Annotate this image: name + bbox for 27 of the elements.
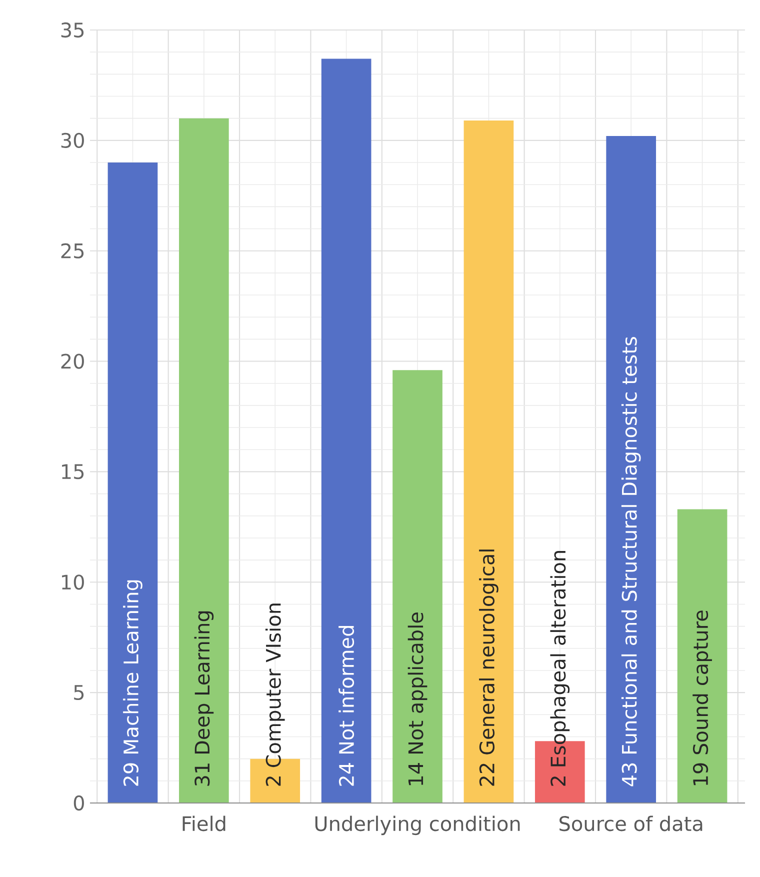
bar — [677, 509, 728, 803]
bar — [108, 162, 158, 803]
y-tick-label: 25 — [61, 243, 84, 258]
y-tick-label: 10 — [62, 574, 84, 590]
x-tick-label: 31 Deep Learning — [194, 611, 214, 786]
y-tick-label: 15 — [62, 464, 84, 480]
annotation: Underlying condition — [315, 816, 520, 836]
y-tick-label: 35 — [61, 22, 84, 38]
y-tick-label: 0 — [74, 795, 84, 811]
bar — [178, 118, 229, 803]
bar — [464, 120, 514, 803]
x-tick-label: 2 Computer VIsion — [265, 604, 285, 786]
annotation: Field — [182, 816, 226, 832]
x-tick-label: 2 Esophageal alteration — [550, 551, 570, 786]
bar — [321, 58, 372, 803]
annotation: Source of data — [560, 816, 702, 832]
y-tick-label: 20 — [61, 354, 84, 369]
x-tick-label: 43 Functional and Structural Diagnostic tests — [621, 337, 641, 786]
x-tick-label: 19 Sound capture — [692, 610, 712, 786]
x-tick-label: 22 General neurological — [479, 550, 498, 786]
y-tick-label: 30 — [61, 132, 84, 148]
x-tick-label: 29 Machine Learning — [123, 580, 142, 786]
x-tick-label: 14 Not applicable — [408, 612, 428, 786]
bar — [392, 370, 442, 803]
bar — [606, 136, 656, 803]
x-tick-label: 24 Not informed — [338, 626, 354, 786]
y-tick-label: 5 — [74, 685, 84, 700]
